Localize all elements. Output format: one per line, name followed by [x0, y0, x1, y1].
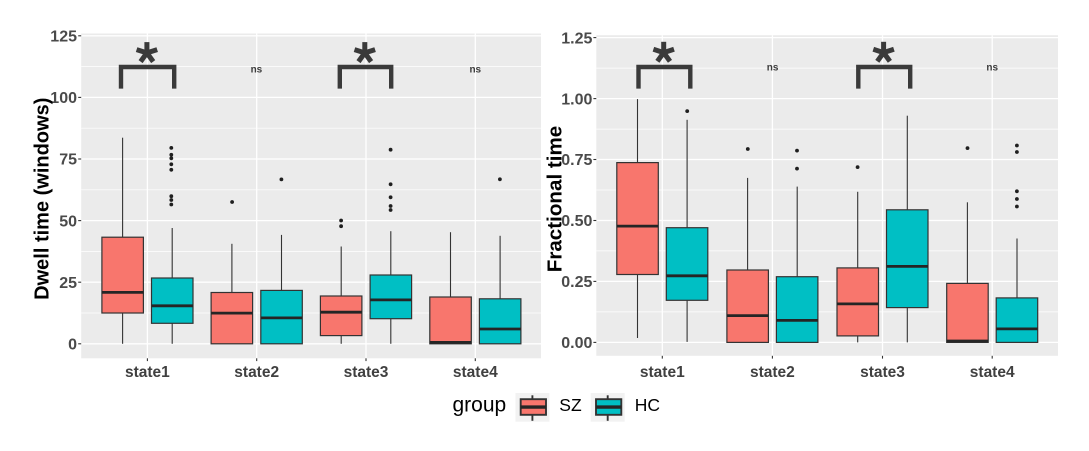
svg-text:0.75: 0.75	[561, 152, 592, 169]
svg-text:ns: ns	[251, 65, 263, 76]
svg-text:ns: ns	[986, 62, 998, 73]
svg-text:state2: state2	[234, 364, 279, 381]
svg-text:Fractional time: Fractional time	[544, 126, 567, 272]
svg-text:Dwell time (windows): Dwell time (windows)	[32, 98, 54, 300]
svg-text:100: 100	[50, 90, 77, 107]
svg-text:25: 25	[59, 275, 77, 292]
svg-text:0: 0	[68, 337, 77, 354]
svg-text:ns: ns	[767, 62, 779, 73]
svg-text:state1: state1	[125, 364, 170, 381]
svg-text:ns: ns	[469, 65, 481, 76]
svg-text:state4: state4	[970, 364, 1015, 381]
svg-text:state3: state3	[344, 364, 389, 381]
svg-text:1.25: 1.25	[561, 30, 592, 47]
svg-text:state1: state1	[640, 364, 685, 381]
svg-text:1.00: 1.00	[561, 91, 592, 108]
svg-text:0.25: 0.25	[561, 274, 592, 291]
svg-text:0.00: 0.00	[561, 335, 592, 352]
svg-text:state2: state2	[750, 364, 795, 381]
svg-text:50: 50	[59, 213, 77, 230]
svg-text:state3: state3	[860, 364, 905, 381]
svg-text:HC: HC	[635, 395, 660, 415]
svg-text:SZ: SZ	[559, 395, 582, 415]
svg-text:group: group	[453, 394, 507, 417]
svg-text:0.50: 0.50	[561, 213, 592, 230]
svg-text:state4: state4	[453, 364, 498, 381]
svg-text:125: 125	[50, 29, 77, 46]
svg-text:75: 75	[59, 152, 77, 169]
